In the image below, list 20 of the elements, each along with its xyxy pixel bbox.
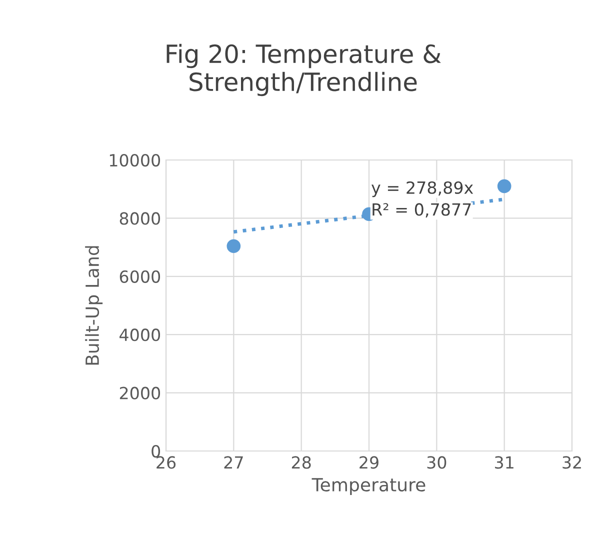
point — [497, 179, 512, 194]
x-tick-label: 31 — [495, 456, 514, 469]
x-tick-label: 27 — [224, 456, 243, 469]
x-tick-label: 26 — [156, 456, 176, 469]
x-tick-label: 32 — [562, 456, 581, 469]
y-tick-label: 10000 — [110, 154, 160, 167]
point — [226, 239, 241, 254]
x-tick-label: 29 — [360, 456, 378, 469]
y-tick-label: 0 — [152, 444, 160, 458]
annotation: y = 278,89x — [372, 181, 474, 198]
y-tick-label: 4000 — [120, 328, 160, 342]
annotation: R² = 0,7877 — [372, 203, 471, 218]
chart-title: Fig 20: Temperature & Strength/Trendline — [166, 44, 441, 96]
x-tick-label: 30 — [427, 456, 446, 469]
x-axis-title: Temperature — [312, 478, 426, 496]
y-axis-title: Built-Up Land — [85, 246, 103, 365]
x-tick-label: 28 — [292, 456, 311, 469]
y-tick-label: 2000 — [120, 386, 160, 400]
y-tick-label: 8000 — [120, 212, 160, 225]
y-tick-label: 6000 — [120, 270, 160, 283]
